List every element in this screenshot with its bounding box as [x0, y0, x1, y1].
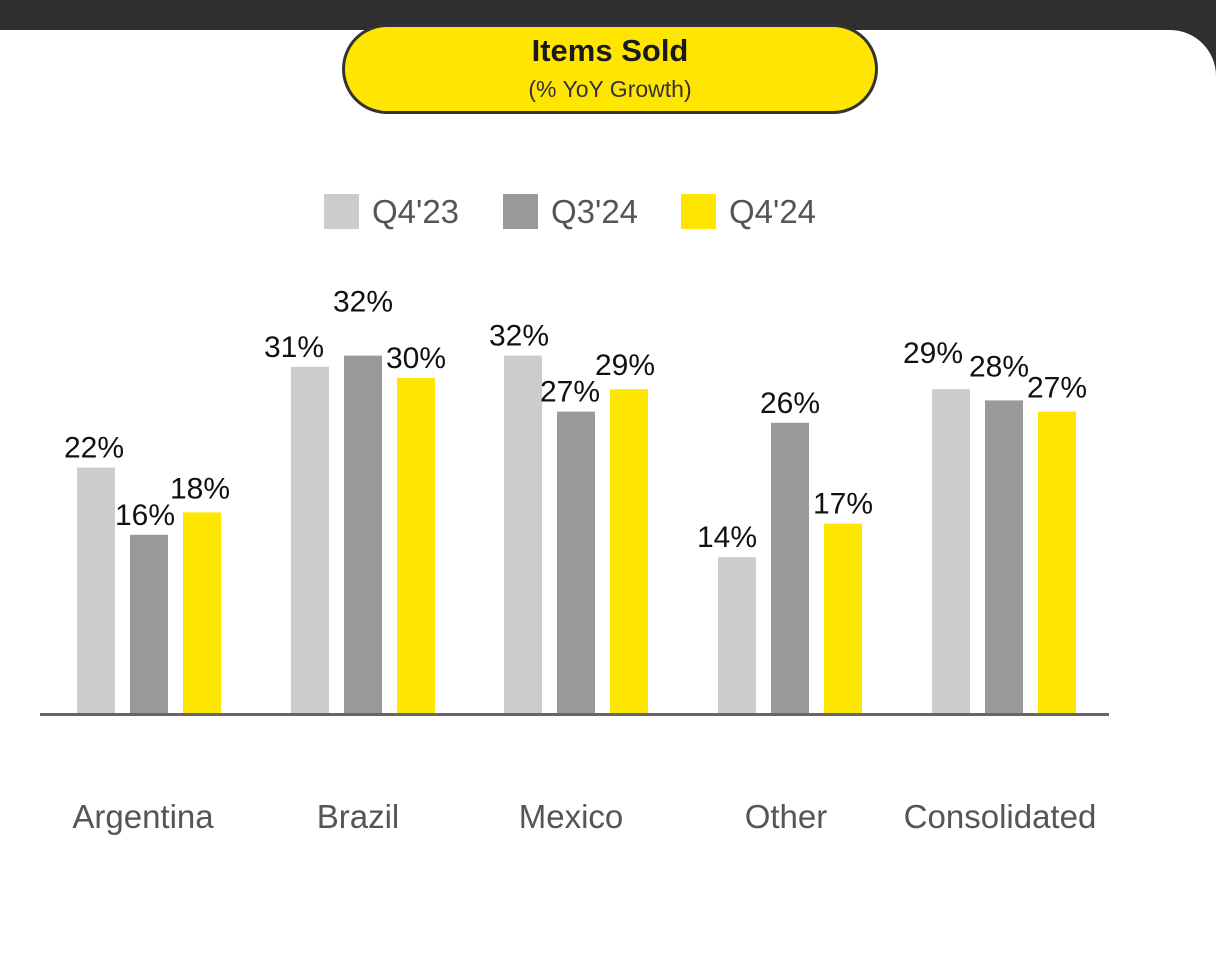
bar-brazil-0 [291, 366, 329, 714]
legend-swatch-q3-24 [503, 194, 538, 229]
bar-brazil-2 [397, 378, 435, 714]
title-pill: Items Sold (% YoY Growth) [342, 24, 878, 114]
bar-mexico-0 [504, 355, 542, 714]
bar-other-1 [771, 422, 809, 714]
category-label-brazil: Brazil [317, 798, 400, 835]
legend-swatch-q4-24 [681, 194, 716, 229]
legend-swatch-q4-23 [324, 194, 359, 229]
value-label-other-1: 26% [760, 387, 820, 420]
bar-brazil-1 [344, 355, 382, 714]
bar-argentina-2 [183, 512, 221, 714]
bar-argentina-0 [77, 467, 115, 714]
chart-title: Items Sold [531, 33, 689, 68]
value-label-brazil-0: 31% [264, 331, 324, 364]
value-label-mexico-1: 27% [540, 376, 600, 409]
value-label-argentina-1: 16% [115, 499, 175, 532]
value-label-mexico-0: 32% [489, 320, 549, 353]
bar-mexico-1 [557, 411, 595, 714]
category-label-consolidated: Consolidated [904, 798, 1097, 835]
value-label-mexico-2: 29% [595, 349, 655, 382]
bar-argentina-1 [130, 534, 168, 714]
bar-consolidated-2 [1038, 411, 1076, 714]
value-label-argentina-0: 22% [64, 432, 124, 465]
value-label-other-2: 17% [813, 488, 873, 521]
legend-label-q3-24: Q3'24 [551, 193, 639, 230]
legend-label-q4-24: Q4'24 [729, 193, 817, 230]
bar-consolidated-1 [985, 400, 1023, 714]
value-label-argentina-2: 18% [170, 472, 230, 505]
category-label-mexico: Mexico [519, 798, 624, 835]
value-label-consolidated-2: 27% [1027, 372, 1087, 405]
chart-subtitle: (% YoY Growth) [528, 76, 692, 102]
value-label-consolidated-1: 28% [969, 350, 1029, 383]
value-label-brazil-2: 30% [386, 342, 446, 375]
bar-mexico-2 [610, 389, 648, 714]
legend: Q4'23 Q3'24 Q4'24 [324, 194, 844, 230]
value-label-other-0: 14% [697, 521, 757, 554]
legend-label-q4-23: Q4'23 [372, 193, 460, 230]
category-label-other: Other [745, 798, 828, 835]
bar-other-0 [718, 557, 756, 714]
value-label-consolidated-0: 29% [903, 337, 963, 370]
value-label-brazil-1: 32% [333, 286, 393, 319]
category-label-argentina: Argentina [72, 798, 214, 835]
bar-other-2 [824, 523, 862, 714]
bar-consolidated-0 [932, 389, 970, 714]
